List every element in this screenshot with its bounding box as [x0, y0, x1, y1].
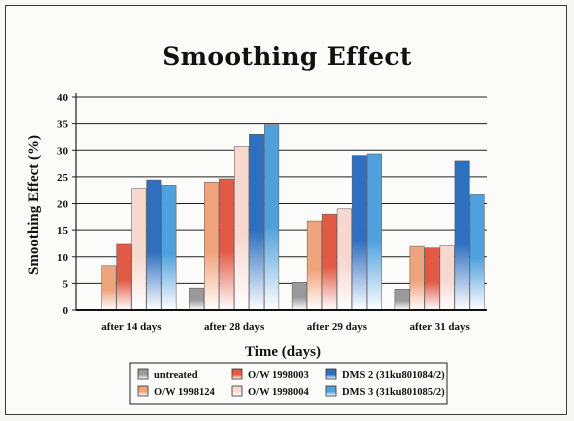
- y-tick-label: 15: [57, 225, 69, 237]
- bars: [101, 124, 485, 311]
- y-tick-labels: 0 5 10 15 20 25 30 35 40: [57, 92, 69, 317]
- bar-dms-3-31ku801085-2--3: [469, 194, 485, 311]
- bar-o-w-1998124-2: [306, 220, 322, 311]
- x-axis-label: Time (days): [245, 344, 321, 360]
- x-tick-labels: after 14 days after 28 days after 29 days a…: [101, 321, 470, 333]
- legend-box: [129, 362, 448, 405]
- bar-dms-3-31ku801085-2--2: [366, 153, 382, 311]
- x-tick-label: after 29 days: [307, 321, 368, 333]
- y-tick-label: 20: [57, 199, 69, 211]
- legend-label: O/W 1998003: [248, 370, 309, 381]
- x-tick-label: after 14 days: [101, 321, 162, 333]
- legend-label: O/W 1998124: [154, 387, 216, 398]
- bar-untreated-2: [291, 282, 307, 311]
- legend-swatch: [325, 368, 337, 380]
- axes: [75, 93, 487, 311]
- legend-label: DMS 3 (31ku801085/2): [342, 387, 445, 398]
- x-tick-label: after 28 days: [204, 321, 265, 333]
- bar-o-w-1998124-3: [409, 245, 425, 311]
- y-tick-label: 40: [57, 92, 69, 104]
- bar-dms-3-31ku801085-2--1: [264, 124, 280, 311]
- chart-title: Smoothing Effect: [162, 42, 412, 71]
- bar-o-w-1998003-2: [321, 213, 337, 311]
- bar-o-w-1998003-1: [219, 178, 235, 311]
- legend-label: DMS 2 (31ku801084/2): [342, 370, 445, 381]
- bar-o-w-1998003-3: [424, 247, 440, 311]
- legend-swatch: [231, 368, 243, 380]
- legend-label: O/W 1998004: [248, 387, 310, 398]
- y-tick-label: 25: [57, 172, 69, 184]
- bar-dms-2-31ku801084-2--3: [454, 160, 470, 311]
- y-axis-label: Smoothing Effect (%): [26, 135, 42, 275]
- bar-dms-2-31ku801084-2--2: [351, 155, 367, 311]
- y-tick-label: 35: [57, 119, 69, 131]
- y-tick-label: 10: [57, 252, 69, 264]
- legend-swatch: [231, 385, 243, 397]
- bar-o-w-1998124-0: [101, 265, 117, 311]
- bar-dms-2-31ku801084-2--1: [249, 134, 265, 311]
- bar-o-w-1998004-2: [336, 208, 352, 311]
- legend: untreated O/W 1998124 O/W 1998003 O/W 19980…: [129, 362, 448, 405]
- bar-o-w-1998004-1: [234, 146, 250, 311]
- y-tick-label: 0: [63, 305, 69, 317]
- legend-label: untreated: [154, 370, 198, 381]
- bar-o-w-1998003-0: [116, 243, 132, 311]
- legend-swatch: [325, 385, 337, 397]
- bar-o-w-1998124-1: [204, 181, 220, 311]
- bar-untreated-1: [189, 287, 205, 311]
- bar-dms-3-31ku801085-2--0: [161, 185, 177, 311]
- bar-untreated-3: [394, 288, 410, 311]
- legend-swatch: [137, 385, 149, 397]
- bar-o-w-1998004-3: [439, 245, 455, 311]
- bar-o-w-1998004-0: [131, 188, 147, 311]
- x-tick-label: after 31 days: [409, 321, 470, 333]
- y-tick-label: 5: [63, 278, 69, 290]
- bar-dms-2-31ku801084-2--0: [146, 179, 162, 311]
- legend-swatch: [137, 368, 149, 380]
- y-tick-label: 30: [57, 145, 69, 157]
